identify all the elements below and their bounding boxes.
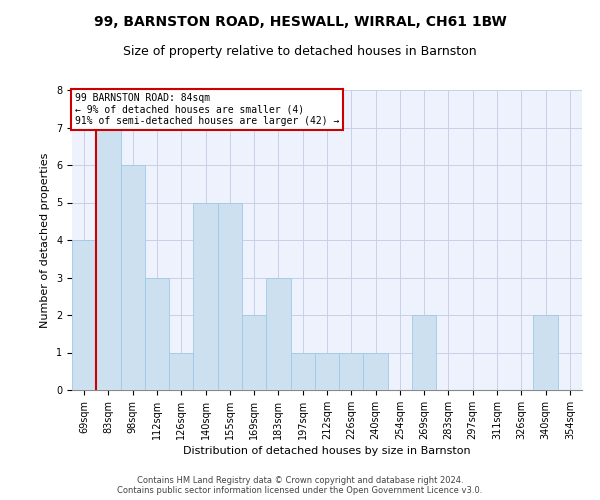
Bar bbox=[290, 352, 315, 390]
Bar bbox=[266, 278, 290, 390]
Text: 99 BARNSTON ROAD: 84sqm
← 9% of detached houses are smaller (4)
91% of semi-deta: 99 BARNSTON ROAD: 84sqm ← 9% of detached… bbox=[74, 93, 339, 126]
Text: Size of property relative to detached houses in Barnston: Size of property relative to detached ho… bbox=[123, 45, 477, 58]
Bar bbox=[242, 315, 266, 390]
Text: Contains HM Land Registry data © Crown copyright and database right 2024.
Contai: Contains HM Land Registry data © Crown c… bbox=[118, 476, 482, 495]
Bar bbox=[121, 165, 145, 390]
Bar bbox=[339, 352, 364, 390]
Bar bbox=[193, 202, 218, 390]
Bar bbox=[533, 315, 558, 390]
Bar bbox=[72, 240, 96, 390]
Bar bbox=[145, 278, 169, 390]
Bar bbox=[412, 315, 436, 390]
Bar bbox=[364, 352, 388, 390]
Bar bbox=[315, 352, 339, 390]
Text: 99, BARNSTON ROAD, HESWALL, WIRRAL, CH61 1BW: 99, BARNSTON ROAD, HESWALL, WIRRAL, CH61… bbox=[94, 15, 506, 29]
Bar bbox=[218, 202, 242, 390]
Y-axis label: Number of detached properties: Number of detached properties bbox=[40, 152, 50, 328]
Bar bbox=[169, 352, 193, 390]
Bar bbox=[96, 128, 121, 390]
X-axis label: Distribution of detached houses by size in Barnston: Distribution of detached houses by size … bbox=[183, 446, 471, 456]
